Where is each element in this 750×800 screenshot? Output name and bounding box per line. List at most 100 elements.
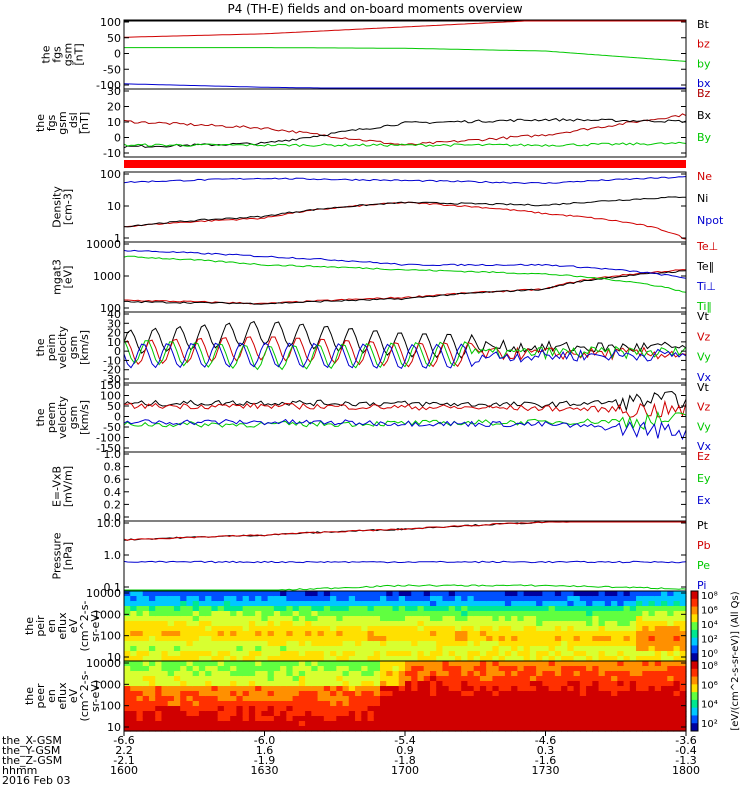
spectrogram-cell — [642, 626, 650, 632]
spectrogram-cell — [348, 631, 356, 637]
spectrogram-cell — [161, 726, 169, 732]
spectrogram-cell — [467, 636, 475, 642]
spectrogram-cell — [573, 621, 581, 627]
spectrogram-cell — [542, 611, 550, 617]
spectrogram-cell — [586, 611, 593, 617]
spectrogram-cell — [405, 596, 412, 602]
spectrogram-cell — [223, 701, 231, 707]
spectrogram-cell — [380, 621, 387, 627]
spectrogram-cell — [542, 591, 550, 597]
spectrogram-cell — [148, 646, 156, 652]
spectrogram-cell — [498, 721, 506, 727]
spectrogram-cell — [298, 646, 306, 652]
spectrogram-cell — [317, 656, 325, 662]
spectrogram-cell — [242, 676, 250, 682]
spectrogram-cell — [561, 671, 568, 677]
spectrogram-cell — [561, 696, 568, 702]
spectrogram-cell — [592, 711, 600, 717]
spectrogram-cell — [604, 656, 612, 662]
spectrogram-cell — [629, 696, 637, 702]
spectrogram-cell — [473, 711, 481, 717]
spectrogram-cell — [136, 626, 144, 632]
spectrogram-cell — [305, 716, 312, 722]
spectrogram-cell — [642, 601, 650, 607]
spectrogram-cell — [130, 626, 138, 632]
y-tick-label: 1000 — [93, 608, 121, 621]
spectrogram-cell — [542, 691, 550, 697]
spectrogram-cell — [548, 661, 556, 667]
spectrogram-cell — [298, 636, 306, 642]
spectrogram-cell — [511, 636, 518, 642]
spectrogram-cell — [161, 706, 169, 712]
spectrogram-cell — [148, 706, 156, 712]
spectrogram-cell — [523, 631, 531, 637]
spectrogram-cell — [636, 646, 643, 652]
spectrogram-cell — [173, 676, 181, 682]
y-label-line: [km/s] — [78, 400, 91, 435]
spectrogram-cell — [286, 616, 294, 622]
spectrogram-cell — [586, 646, 593, 652]
x-tick-label: 1730 — [532, 764, 560, 777]
spectrogram-cell — [242, 651, 250, 657]
spectrogram-cell — [436, 671, 444, 677]
spectrogram-cell — [223, 686, 231, 692]
spectrogram-cell — [186, 591, 194, 597]
spectrogram-cell — [442, 601, 450, 607]
spectrogram-cell — [280, 601, 287, 607]
spectrogram-cell — [211, 676, 219, 682]
spectrogram-cell — [411, 621, 419, 627]
spectrogram-cell — [454, 606, 462, 612]
spectrogram-cell — [429, 686, 437, 692]
spectrogram-cell — [623, 611, 631, 617]
spectrogram-cell — [523, 621, 531, 627]
spectrogram-cell — [448, 711, 456, 717]
y-tick-label: 10 — [107, 721, 121, 734]
spectrogram-cell — [273, 596, 281, 602]
spectrogram-cell — [586, 691, 593, 697]
spectrogram-cell — [517, 606, 525, 612]
spectrogram-cell — [217, 711, 225, 717]
spectrogram-cell — [573, 711, 581, 717]
spectrogram-cell — [517, 691, 525, 697]
spectrogram-cell — [348, 666, 356, 672]
spectrogram-cell — [361, 606, 369, 612]
spectrogram-cell — [142, 691, 150, 697]
series-Bz — [123, 113, 687, 146]
spectrogram-cell — [405, 621, 412, 627]
spectrogram-cell — [217, 621, 225, 627]
spectrogram-cell — [148, 726, 156, 732]
spectrogram-cell — [405, 641, 412, 647]
spectrogram-cell — [155, 711, 163, 717]
legend-entry: Ex — [697, 494, 711, 507]
spectrogram-cell — [623, 666, 631, 672]
spectrogram-cell — [223, 606, 231, 612]
spectrogram-cell — [554, 711, 562, 717]
x-row-label: the_X-GSM — [2, 734, 62, 747]
spectrogram-cell — [467, 686, 475, 692]
spectrogram-cell — [492, 606, 500, 612]
spectrogram-cell — [648, 611, 656, 617]
legend-entry: Vx — [697, 440, 712, 453]
spectrogram-cell — [217, 696, 225, 702]
spectrogram-cell — [673, 601, 681, 607]
spectrogram-cell — [648, 621, 656, 627]
colorbar-tick: 10⁶ — [701, 680, 718, 691]
spectrogram-cell — [611, 636, 618, 642]
spectrogram-cell — [661, 616, 668, 622]
spectrogram-cell — [386, 701, 394, 707]
y-label-line: en — [45, 619, 58, 633]
spectrogram-cell — [448, 656, 456, 662]
spectrogram-cell — [248, 636, 256, 642]
spectrogram-cell — [679, 691, 687, 697]
spectrogram-cell — [273, 726, 281, 732]
spectrogram-cell — [205, 691, 213, 697]
spectrogram-cell — [267, 626, 275, 632]
spectrogram-cell — [548, 726, 556, 732]
spectrogram-cell — [373, 661, 381, 667]
spectrogram-cell — [454, 591, 462, 597]
spectrogram-cell — [361, 726, 369, 732]
spectrogram-cell — [242, 656, 250, 662]
spectrogram-cell — [392, 611, 400, 617]
